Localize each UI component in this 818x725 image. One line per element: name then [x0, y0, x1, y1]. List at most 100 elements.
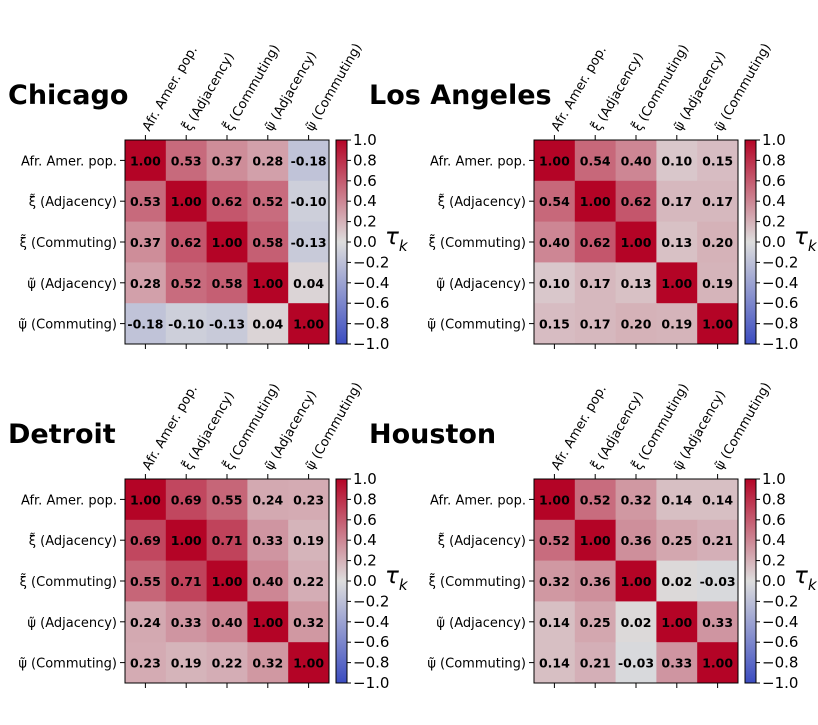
cell-value-label: 0.17: [580, 317, 611, 332]
cell-value-label: 0.02: [661, 574, 692, 589]
heatmap-cell: [165, 479, 208, 521]
cell-value-label: 1.00: [539, 153, 570, 168]
cell-value-label: 0.40: [212, 615, 243, 630]
cell-value-label: 0.15: [702, 153, 733, 168]
heatmap-cell: [125, 221, 167, 263]
cell-value-label: 1.00: [661, 276, 692, 291]
cell-value-label: 0.19: [293, 533, 324, 548]
colorbar-label-sub: k: [399, 237, 409, 255]
heatmap-cell: [697, 479, 739, 521]
colorbar-tick-label: −0.2: [353, 253, 389, 271]
cell-value-label: 1.00: [702, 317, 733, 332]
cell-value-label: 0.14: [539, 615, 570, 630]
heatmap-cell: [574, 140, 617, 182]
colorbar-tick-label: 0.2: [762, 213, 786, 231]
colorbar-tick-label: 0.8: [762, 151, 786, 169]
cell-value-label: 0.13: [621, 276, 652, 291]
colorbar-tick-label: −0.4: [762, 613, 798, 631]
colorbar: [744, 139, 757, 345]
cell-value-label: 0.36: [580, 574, 611, 589]
cell-value-label: 1.00: [580, 194, 611, 209]
city-title: Chicago: [8, 80, 129, 111]
cell-value-label: 1.00: [252, 276, 283, 291]
cell-value-label: 0.40: [621, 153, 652, 168]
heatmap-cell: [534, 221, 576, 263]
cell-value-label: 0.53: [171, 153, 202, 168]
heatmap-cell: [247, 221, 289, 263]
heatmap-cell: [574, 303, 617, 345]
cell-value-label: 1.00: [621, 235, 652, 250]
heatmap-cell: [656, 560, 698, 602]
cell-value-label: 0.54: [580, 153, 611, 168]
heatmap-cell: [574, 519, 617, 562]
cell-value-label: 0.40: [539, 235, 570, 250]
cell-value-label: 0.71: [212, 533, 243, 548]
cell-value-label: 0.13: [661, 235, 692, 250]
colorbar-label: τk: [794, 224, 818, 255]
heatmap-cell: [615, 303, 657, 345]
cell-value-label: 0.14: [702, 492, 733, 507]
cell-value-label: 0.62: [171, 235, 202, 250]
heatmap-cell: [288, 519, 330, 562]
cell-value-label: 0.04: [252, 317, 283, 332]
cell-value-label: 0.22: [212, 656, 243, 671]
cell-value-label: 0.32: [293, 615, 324, 630]
heatmap-cell: [288, 601, 330, 643]
row-label: Afr. Amer. pop.: [21, 493, 117, 508]
heatmap-cell: [574, 642, 617, 684]
cell-value-label: 0.55: [130, 574, 161, 589]
cell-value-label: 0.40: [252, 574, 283, 589]
cell-value-label: 0.33: [171, 615, 202, 630]
heatmap-cell: [574, 601, 617, 643]
cell-value-label: 1.00: [661, 615, 692, 630]
cell-value-label: 0.55: [212, 492, 243, 507]
cell-value-label: 0.58: [252, 235, 283, 250]
cell-value-label: 0.25: [580, 615, 611, 630]
heatmap-cell: [656, 519, 698, 562]
heatmap-cell: [206, 180, 248, 223]
cell-value-label: 0.23: [293, 492, 324, 507]
heatmap-cell: [288, 221, 330, 263]
heatmap-cell: [165, 140, 208, 182]
cell-value-label: 0.04: [293, 276, 324, 291]
heatmap-cell: [206, 642, 248, 684]
cell-value-label: 0.21: [702, 533, 733, 548]
colorbar-tick-label: −0.6: [353, 633, 389, 651]
cell-value-label: 1.00: [171, 194, 202, 209]
cell-value-label: 0.37: [212, 153, 243, 168]
colorbar: [744, 478, 757, 684]
colorbar-label: τk: [385, 224, 409, 255]
heatmap-cell: [247, 180, 289, 223]
cell-value-label: 0.17: [702, 194, 733, 209]
heatmap-cell: [125, 601, 167, 643]
colorbar-tick-label: −0.4: [353, 613, 389, 631]
colorbar-tick-label: 1.0: [762, 470, 786, 488]
cell-value-label: 0.62: [621, 194, 652, 209]
cell-value-label: 0.36: [621, 533, 652, 548]
cell-value-label: 0.71: [171, 574, 202, 589]
cell-value-label: 0.37: [130, 235, 161, 250]
heatmap-chicago: 1.00 0.53 0.37 0.28 -0.18 0.53 1.00 0.62 0.52 -0.…: [18, 41, 409, 353]
cell-value-label: -0.10: [168, 317, 204, 332]
row-label: ξ̃ (Adjacency): [438, 533, 526, 549]
cell-value-label: 0.14: [661, 492, 692, 507]
heatmap-cell: [125, 303, 167, 345]
heatmap-cell: [534, 519, 576, 562]
heatmap-cell: [656, 180, 698, 223]
row-label: ψ̃ (Commuting): [427, 657, 526, 672]
heatmap-cell: [288, 303, 330, 345]
colorbar-tick-label: 0.0: [353, 233, 377, 251]
colorbar-tick-label: 0.2: [762, 552, 786, 570]
row-label: ψ̃ (Commuting): [427, 318, 526, 333]
row-label: ψ̃ (Adjacency): [27, 277, 117, 292]
cell-value-label: -0.03: [700, 574, 736, 589]
cell-value-label: -0.10: [291, 194, 327, 209]
heatmap-cell: [697, 221, 739, 263]
heatmap-cell: [206, 479, 248, 521]
heatmap-cell: [206, 601, 248, 643]
colorbar-tick-label: 0.0: [353, 572, 377, 590]
cell-value-label: 1.00: [130, 153, 161, 168]
heatmap-cell: [615, 180, 657, 223]
city-title: Houston: [369, 419, 497, 450]
